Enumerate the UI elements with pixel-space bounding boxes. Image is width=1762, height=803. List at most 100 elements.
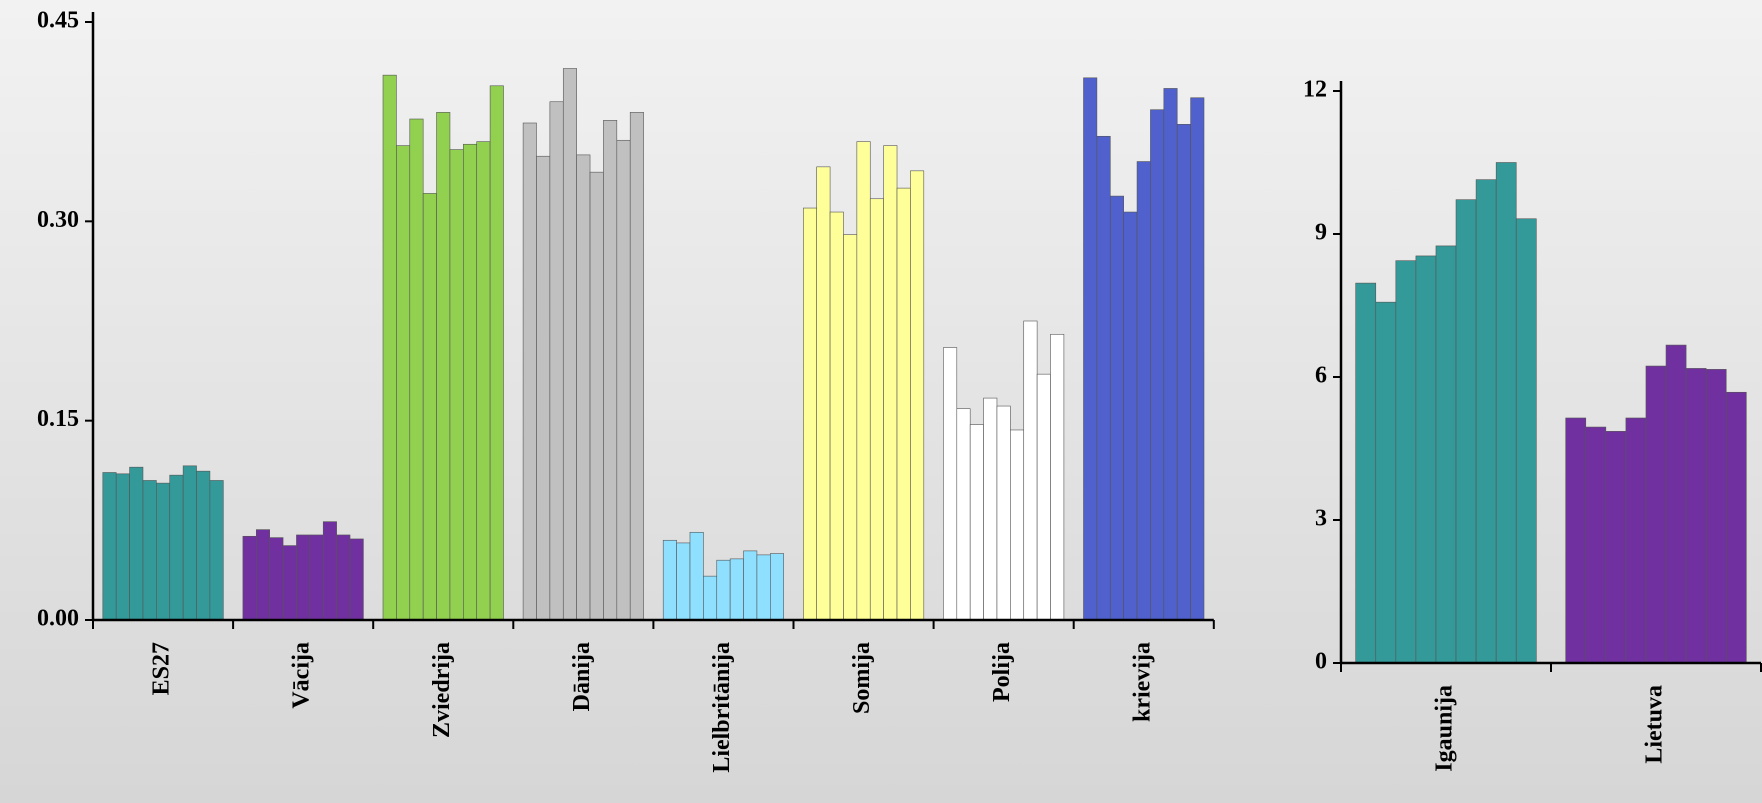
bar	[1455, 199, 1477, 664]
bar	[1435, 245, 1457, 664]
x-tick-label: Lietuva	[1642, 685, 1668, 764]
bar	[522, 122, 537, 621]
x-tick-label: Igaunija	[1432, 685, 1458, 772]
bar	[1645, 365, 1667, 664]
bar	[242, 535, 257, 621]
bar	[142, 480, 157, 621]
bar	[1625, 417, 1647, 664]
bar	[282, 545, 297, 621]
bar	[1515, 218, 1537, 664]
bar	[716, 559, 731, 621]
bar	[349, 538, 364, 621]
bar	[1136, 161, 1151, 621]
y-tick-label: 12	[1303, 77, 1327, 103]
bar	[1163, 88, 1178, 621]
bar	[476, 141, 491, 621]
bar	[549, 101, 564, 621]
bar	[829, 211, 844, 621]
bar	[883, 145, 898, 621]
bar	[1010, 429, 1025, 621]
x-tick-label: Lielbritānija	[709, 642, 735, 773]
bar	[1176, 124, 1191, 621]
bar	[196, 470, 211, 621]
bar	[1475, 179, 1497, 664]
bar	[422, 193, 437, 621]
bar	[1705, 369, 1727, 664]
x-tick-label: Zviedrija	[429, 642, 455, 738]
bar	[102, 472, 117, 621]
y-tick-label: 0.00	[37, 606, 79, 632]
bar	[309, 534, 324, 621]
x-tick-label: krievija	[1129, 642, 1155, 722]
bar	[336, 534, 351, 621]
bar	[156, 482, 171, 621]
bar	[996, 405, 1011, 621]
x-tick-label: Polija	[989, 642, 1015, 702]
bar	[436, 112, 451, 621]
bar	[209, 480, 224, 621]
bar	[562, 68, 577, 621]
bar	[1685, 368, 1707, 664]
bar	[910, 170, 925, 621]
bar	[409, 118, 424, 621]
bar	[1083, 77, 1098, 621]
bar	[396, 145, 411, 621]
bar	[129, 466, 144, 621]
bar	[756, 554, 771, 621]
bar	[629, 112, 644, 621]
bar	[322, 521, 337, 621]
bar	[869, 198, 884, 621]
bar	[269, 537, 284, 621]
y-tick-label: 0.15	[37, 406, 79, 432]
bar	[856, 141, 871, 621]
bar	[803, 207, 817, 621]
bar	[1585, 426, 1607, 664]
bar	[983, 397, 998, 621]
bar	[449, 149, 464, 621]
bar	[1036, 373, 1051, 621]
bar	[816, 166, 831, 621]
y-tick-label: 0.45	[37, 8, 79, 34]
bar	[115, 473, 130, 621]
x-tick-label: Vācija	[289, 642, 315, 709]
bar	[969, 424, 984, 621]
bar	[463, 143, 478, 621]
bar	[182, 465, 197, 621]
x-tick-label: Dānija	[569, 642, 595, 711]
bar	[1565, 417, 1587, 664]
bar	[536, 155, 551, 621]
bar	[843, 234, 858, 621]
bar	[1096, 135, 1111, 621]
bar	[1355, 282, 1377, 664]
bar	[489, 85, 504, 621]
bar	[1109, 195, 1124, 621]
bar	[943, 347, 958, 621]
x-tick-label: ES27	[149, 642, 175, 695]
bar	[770, 553, 784, 621]
bar	[616, 139, 631, 621]
bar	[603, 120, 618, 621]
bar	[1023, 320, 1038, 621]
bar	[1123, 211, 1138, 621]
bar	[703, 575, 718, 621]
bar	[896, 187, 911, 621]
bar	[689, 531, 704, 621]
bar	[1415, 255, 1437, 664]
bar	[1375, 301, 1397, 664]
bar	[1665, 344, 1687, 664]
bar	[1495, 162, 1517, 664]
bar	[956, 408, 971, 621]
y-tick-label: 6	[1315, 363, 1327, 389]
bar	[1190, 97, 1205, 621]
bar	[1725, 391, 1747, 664]
bar	[589, 171, 604, 621]
bar	[1395, 260, 1417, 664]
bar	[1050, 333, 1065, 621]
bar	[662, 539, 677, 621]
y-tick-label: 3	[1315, 506, 1327, 532]
y-tick-label: 0.30	[37, 207, 79, 233]
y-tick-label: 0	[1315, 649, 1327, 675]
bar	[169, 474, 184, 621]
bar	[729, 558, 744, 621]
